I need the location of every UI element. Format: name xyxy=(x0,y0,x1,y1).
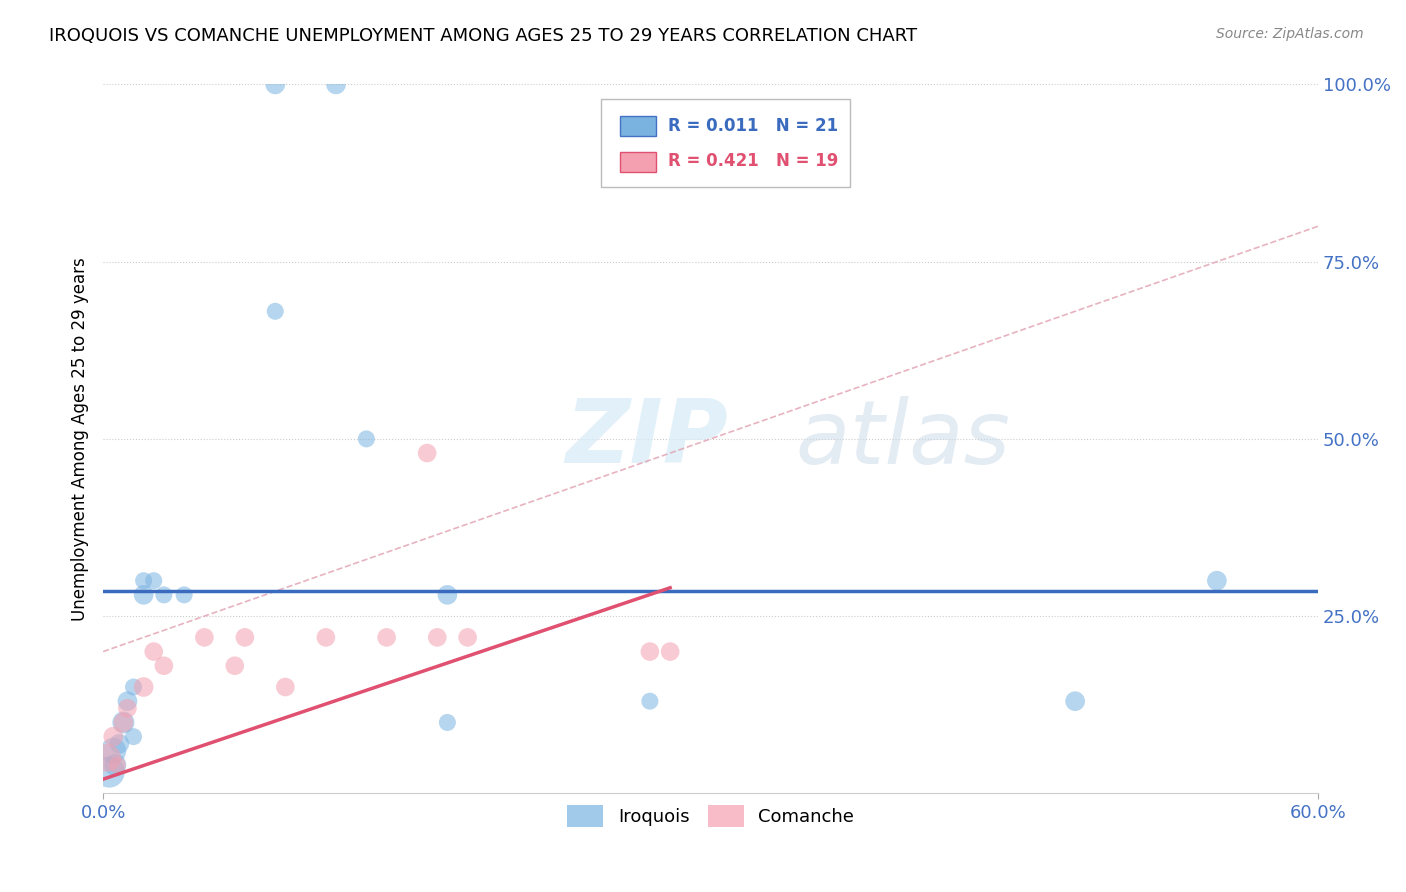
Bar xyxy=(620,116,657,136)
Point xyxy=(436,588,458,602)
Point xyxy=(132,588,155,602)
Point xyxy=(315,631,337,645)
Y-axis label: Unemployment Among Ages 25 to 29 years: Unemployment Among Ages 25 to 29 years xyxy=(72,257,89,621)
Point xyxy=(112,715,135,730)
Text: R = 0.011   N = 21: R = 0.011 N = 21 xyxy=(668,117,838,135)
Point xyxy=(426,631,449,645)
Text: Source: ZipAtlas.com: Source: ZipAtlas.com xyxy=(1216,27,1364,41)
Text: atlas: atlas xyxy=(796,396,1011,482)
Point xyxy=(274,680,297,694)
Point xyxy=(638,694,661,708)
Point xyxy=(356,432,378,446)
Point xyxy=(117,694,139,708)
Point xyxy=(1064,694,1087,708)
Point xyxy=(132,574,155,588)
Point xyxy=(105,758,128,772)
FancyBboxPatch shape xyxy=(602,99,851,187)
Point xyxy=(142,644,165,658)
Point xyxy=(659,644,682,658)
Point xyxy=(103,730,125,744)
Point xyxy=(112,715,135,730)
Point xyxy=(173,588,195,602)
Point xyxy=(153,588,176,602)
Text: ZIP: ZIP xyxy=(565,395,727,483)
Point xyxy=(104,758,127,772)
Point xyxy=(264,304,287,318)
Point xyxy=(117,701,139,715)
Text: IROQUOIS VS COMANCHE UNEMPLOYMENT AMONG AGES 25 TO 29 YEARS CORRELATION CHART: IROQUOIS VS COMANCHE UNEMPLOYMENT AMONG … xyxy=(49,27,917,45)
Text: R = 0.421   N = 19: R = 0.421 N = 19 xyxy=(668,152,838,170)
Point xyxy=(103,744,125,758)
Point xyxy=(193,631,215,645)
Point xyxy=(1205,574,1227,588)
Point xyxy=(233,631,256,645)
Point xyxy=(153,658,176,673)
Point xyxy=(122,730,145,744)
Point xyxy=(325,78,347,92)
Point xyxy=(224,658,246,673)
Point xyxy=(436,715,458,730)
Bar xyxy=(620,152,657,171)
Point xyxy=(122,680,145,694)
Point xyxy=(96,751,118,765)
Point xyxy=(638,644,661,658)
Legend: Iroquois, Comanche: Iroquois, Comanche xyxy=(560,797,862,834)
Point xyxy=(108,737,131,751)
Point xyxy=(142,574,165,588)
Point xyxy=(375,631,398,645)
Point xyxy=(457,631,479,645)
Point xyxy=(132,680,155,694)
Point xyxy=(98,765,121,780)
Point xyxy=(264,78,287,92)
Point xyxy=(416,446,439,460)
